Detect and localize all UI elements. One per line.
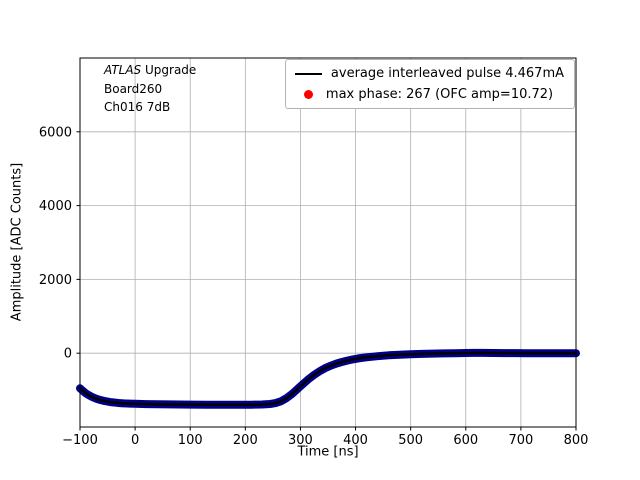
- x-tick-label: 0: [131, 433, 139, 448]
- annotation-board: Board260: [104, 81, 163, 96]
- y-tick-label: 6000: [39, 125, 72, 140]
- y-tick-label: 4000: [39, 199, 72, 214]
- legend-item-average-pulse: average interleaved pulse 4.467mA: [294, 66, 564, 81]
- legend-item-max-phase: max phase: 267 (OFC amp=10.72): [295, 87, 564, 102]
- annotation-experiment-name: ATLAS: [104, 63, 142, 77]
- interleaved-pulses-band: [76, 348, 580, 409]
- x-tick-label: 300: [288, 433, 313, 448]
- legend-label-max-phase: max phase: 267 (OFC amp=10.72): [325, 87, 554, 102]
- legend-label-average-pulse: average interleaved pulse 4.467mA: [330, 66, 564, 81]
- annotation-channel: Ch016 7dB: [104, 100, 171, 114]
- x-tick-label: 200: [233, 433, 258, 448]
- x-tick-label: 100: [178, 433, 203, 448]
- annotation-line-1: ATLAS Upgrade: [104, 61, 196, 80]
- x-tick-label: 800: [564, 433, 589, 448]
- x-tick-label: 600: [453, 433, 478, 448]
- x-tick-label: 500: [398, 433, 423, 448]
- x-tick-label: 700: [508, 433, 533, 448]
- y-tick-label: 0: [64, 347, 72, 362]
- x-tick-label: 400: [343, 433, 368, 448]
- x-axis-label: Time [ns]: [297, 444, 359, 460]
- dot-marker-icon: [303, 90, 313, 99]
- y-tick-label: 2000: [39, 273, 72, 288]
- annotation-upgrade-text: Upgrade: [141, 63, 197, 77]
- legend: average interleaved pulse 4.467mA max ph…: [284, 59, 575, 109]
- line-marker-icon: [294, 72, 322, 75]
- y-axis-label: Amplitude [ADC Counts]: [9, 162, 25, 322]
- plot-annotation: ATLAS Upgrade Board260 Ch016 7dB: [104, 61, 196, 117]
- average-pulse-line: [78, 351, 578, 407]
- axes-frame: [79, 57, 577, 428]
- x-tick-label: −100: [62, 433, 98, 448]
